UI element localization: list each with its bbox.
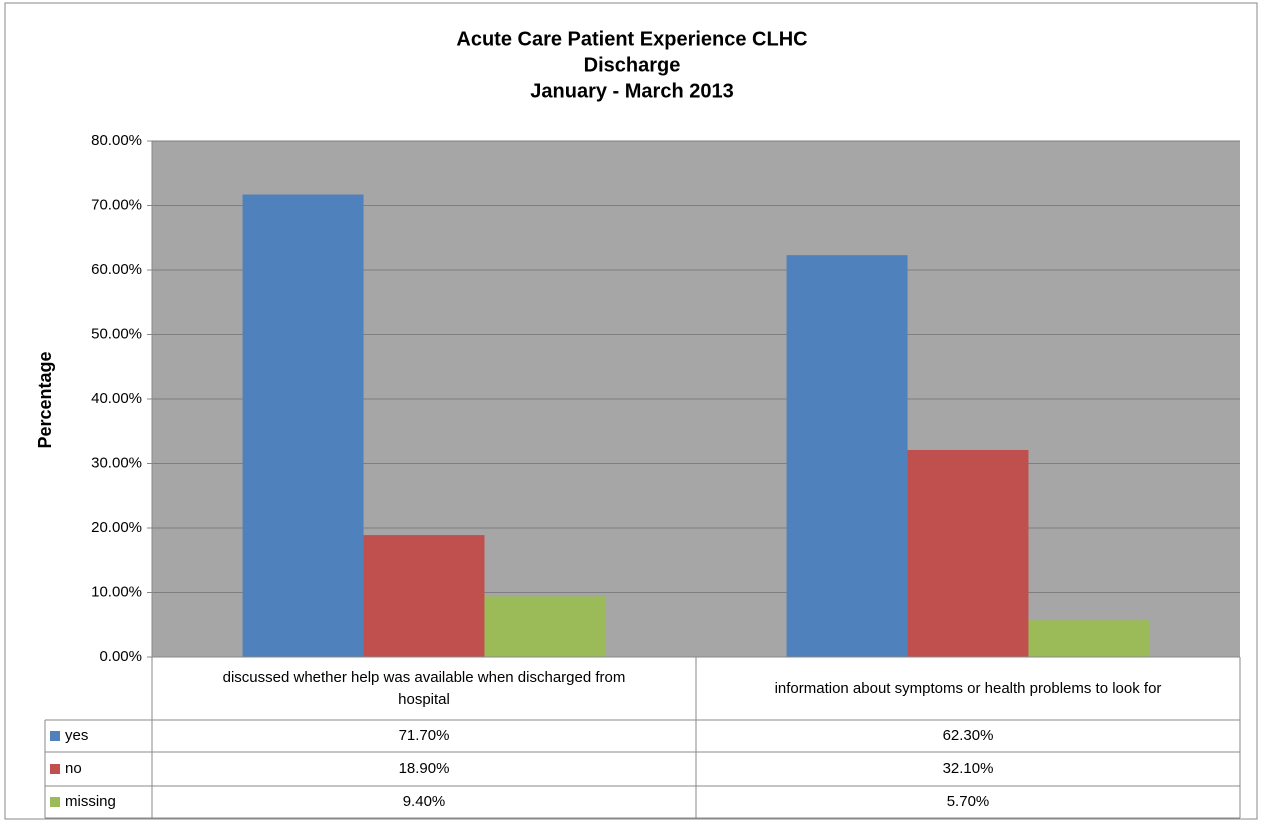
bar [484, 596, 606, 657]
legend-swatch [50, 764, 60, 774]
chart-title: Discharge [584, 54, 681, 76]
y-tick-label: 0.00% [99, 648, 142, 665]
bar [786, 255, 908, 658]
bar [1028, 620, 1150, 657]
bar [907, 449, 1029, 657]
chart-title: Acute Care Patient Experience CLHC [456, 28, 807, 50]
data-label: 18.90% [399, 760, 450, 777]
legend-label: yes [65, 727, 88, 744]
y-tick-label: 30.00% [91, 454, 142, 471]
data-label: 62.30% [943, 727, 994, 744]
y-tick-label: 50.00% [91, 325, 142, 342]
legend-swatch [50, 731, 60, 741]
bar [242, 194, 364, 657]
legend-label: no [65, 760, 82, 777]
data-label: 71.70% [399, 727, 450, 744]
data-label: 5.70% [947, 793, 990, 810]
y-tick-label: 40.00% [91, 390, 142, 407]
data-label: 32.10% [943, 760, 994, 777]
chart-title: January - March 2013 [530, 80, 733, 102]
legend-swatch [50, 797, 60, 807]
y-axis-title: Percentage [35, 351, 55, 448]
x-tick-label-box: discussed whether help was available whe… [222, 668, 626, 708]
x-tick-label: information about symptoms or health pro… [774, 679, 1162, 697]
data-label: 9.40% [403, 793, 446, 810]
y-tick-label: 80.00% [91, 132, 142, 149]
y-tick-label: 10.00% [91, 583, 142, 600]
y-tick-label: 70.00% [91, 196, 142, 213]
x-tick-label-box: information about symptoms or health pro… [774, 679, 1162, 697]
legend-label: missing [65, 793, 116, 810]
y-tick-label: 20.00% [91, 519, 142, 536]
bar [363, 535, 485, 657]
x-tick-label: discussed whether help was available whe… [222, 668, 626, 708]
y-tick-label: 60.00% [91, 261, 142, 278]
